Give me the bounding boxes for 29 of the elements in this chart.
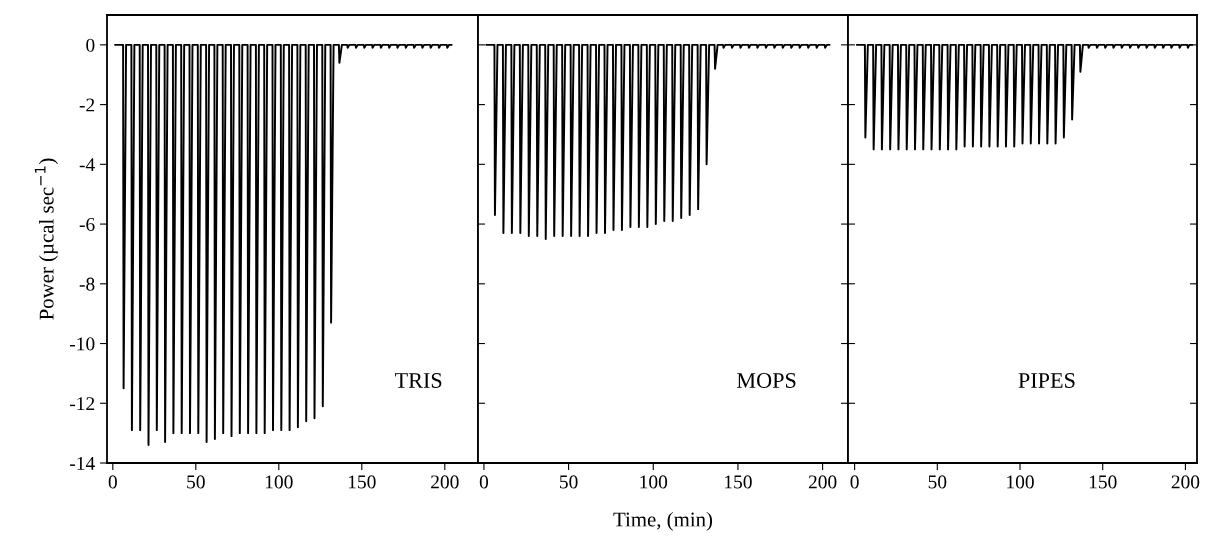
y-tick-label: -6 [79,217,95,231]
x-tick-label: 100 [640,475,668,489]
x-tick-label: 200 [808,475,837,489]
y-tick-label: -8 [79,277,95,291]
x-tick-label: 150 [348,475,376,489]
y-tick-label: -4 [79,158,95,172]
x-tick-label: 0 [479,475,489,489]
x-axis-title: Time, (min) [613,511,713,531]
x-tick-label: 50 [560,475,578,489]
x-tick-label: 200 [431,475,459,489]
y-tick-label: -10 [70,337,95,351]
y-axis-title: Power (µcal sec$^{−1}$) [34,158,58,320]
x-tick-label: 0 [108,475,117,489]
line-series [114,43,453,447]
x-tick-label: 100 [265,475,293,489]
x-tick-label: 100 [1007,475,1034,489]
annotation: MOPS [736,372,796,388]
y-tick-label: 0 [86,38,95,52]
y-tick-label: -12 [70,397,95,411]
x-tick-label: 50 [928,475,947,489]
x-tick-label: 200 [1171,475,1200,489]
x-tick-label: 50 [187,475,205,489]
x-tick-label: 0 [850,475,859,489]
annotation: TRIS [394,372,442,388]
y-tick-label: -2 [79,98,95,112]
annotation: PIPES [1018,372,1075,388]
y-tick-label: -14 [70,456,95,470]
x-tick-label: 150 [725,475,752,489]
x-tick-label: 150 [1089,475,1117,489]
